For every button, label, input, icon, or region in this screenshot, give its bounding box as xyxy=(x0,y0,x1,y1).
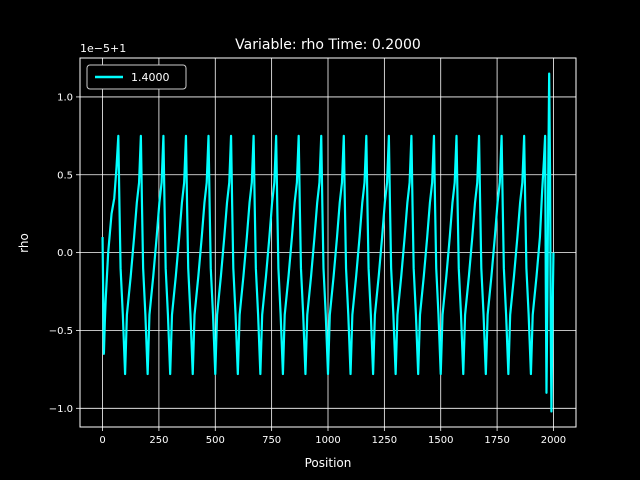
y-tick-label: −0.5 xyxy=(49,326,73,337)
series-line xyxy=(101,72,555,413)
legend-label: 1.4000 xyxy=(131,71,170,84)
x-tick-label: 500 xyxy=(206,435,225,446)
y-axis-offset-label: 1e−5+1 xyxy=(80,42,126,55)
grid xyxy=(80,58,576,427)
y-tick-label: 0.5 xyxy=(57,170,73,181)
legend-box xyxy=(86,64,187,90)
x-tick-label: 1750 xyxy=(484,435,509,446)
x-tick-label: 0 xyxy=(99,435,105,446)
y-axis-label: rho xyxy=(17,233,31,253)
legend: 1.4000 xyxy=(86,64,187,90)
x-tick-label: 1000 xyxy=(315,435,340,446)
series-layer xyxy=(101,72,555,413)
x-tick-label: 1250 xyxy=(372,435,397,446)
y-tick-label: 0.0 xyxy=(57,248,73,259)
x-tick-label: 1500 xyxy=(428,435,453,446)
y-tick-label: 1.0 xyxy=(57,92,73,103)
x-axis-ticks: 0 250 500 750 1000 1250 1500 1750 2000 xyxy=(99,427,566,446)
y-tick-label: −1.0 xyxy=(49,404,73,415)
y-axis-ticks: −1.0 −0.5 0.0 0.5 1.0 xyxy=(49,92,80,415)
x-tick-label: 2000 xyxy=(541,435,566,446)
chart-title: Variable: rho Time: 0.2000 xyxy=(235,37,421,53)
x-axis-label: Position xyxy=(305,456,352,470)
x-tick-label: 250 xyxy=(149,435,168,446)
x-tick-label: 750 xyxy=(262,435,281,446)
